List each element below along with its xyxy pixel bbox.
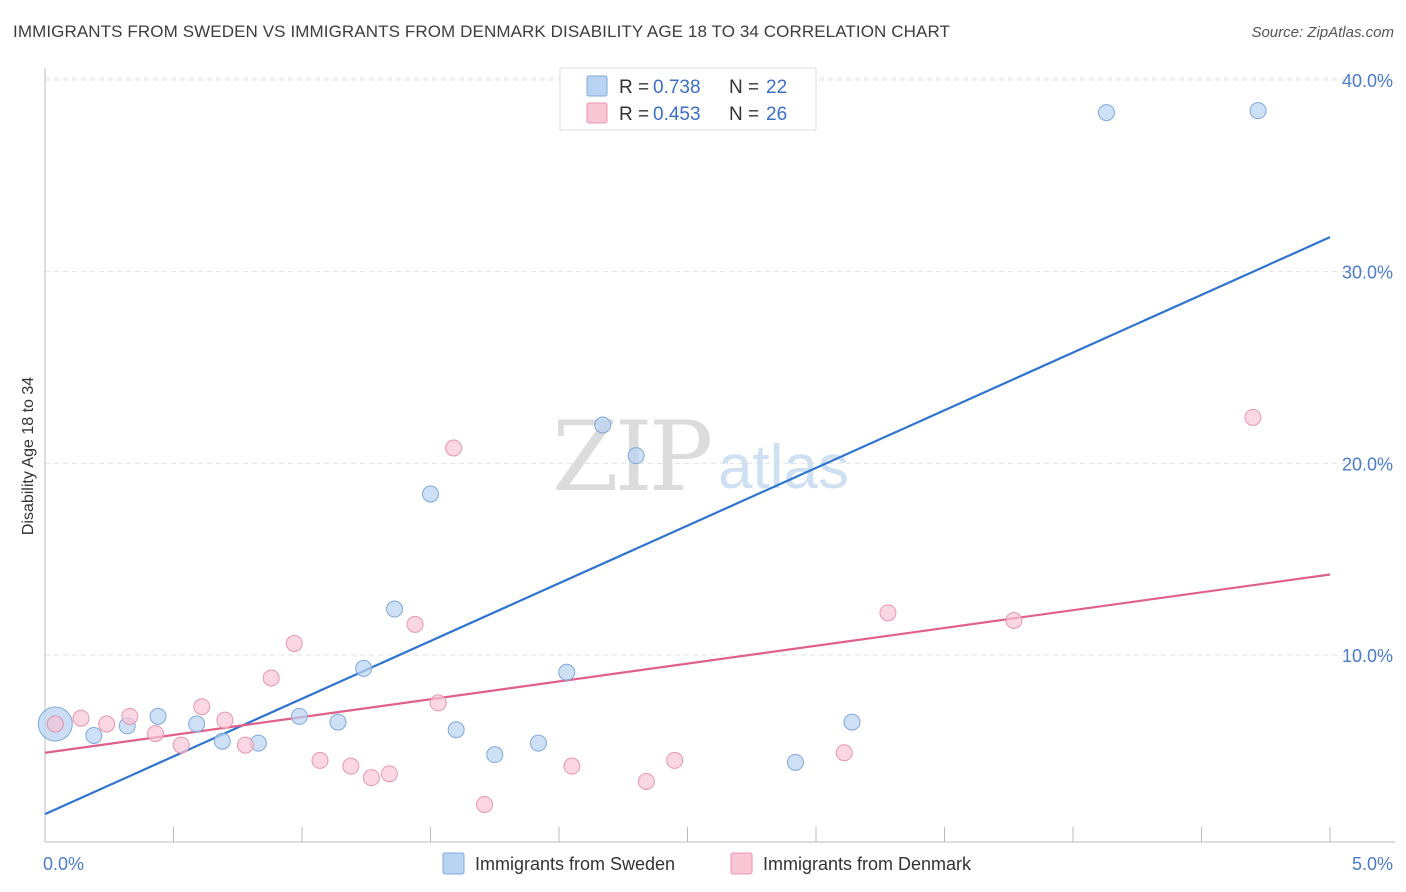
point-sweden-15: [558, 663, 576, 681]
point-denmark-19: [563, 757, 581, 775]
legend-denmark-n-label: N =: [729, 104, 759, 125]
bottom-legend-label-denmark: Immigrants from Denmark: [763, 854, 972, 874]
y-axis-label: Disability Age 18 to 34: [20, 377, 37, 535]
point-sweden-12: [447, 721, 465, 739]
correlation-legend: R = 0.738 N = 22 R = 0.453 N = 26: [559, 67, 817, 131]
y-tick-label-2: 30.0%: [1342, 263, 1393, 283]
point-denmark-25: [1244, 408, 1262, 426]
point-denmark-23: [879, 604, 897, 622]
bottom-legend-swatch-sweden: [442, 852, 465, 875]
point-sweden-4: [188, 715, 206, 733]
legend-denmark-r-value: 0.453: [653, 104, 701, 125]
point-denmark-17: [445, 439, 463, 457]
point-denmark-4: [147, 725, 165, 743]
point-sweden-21: [1249, 102, 1267, 120]
point-denmark-24: [1005, 612, 1023, 629]
point-denmark-18: [475, 796, 493, 813]
point-denmark-8: [236, 736, 254, 754]
legend-denmark-n-value: 26: [766, 104, 787, 125]
point-denmark-2: [98, 715, 116, 733]
point-denmark-10: [285, 635, 303, 652]
point-denmark-20: [637, 773, 655, 790]
legend-swatch-denmark: [586, 102, 608, 124]
bottom-legend-swatch-denmark: [730, 852, 753, 875]
y-tick-label-3: 40.0%: [1342, 71, 1393, 91]
x-tick-label-1: 5.0%: [1352, 854, 1393, 874]
point-denmark-12: [342, 757, 360, 775]
point-sweden-20: [1097, 104, 1115, 122]
point-denmark-9: [262, 669, 280, 687]
point-sweden-18: [786, 753, 804, 771]
series-legend: Immigrants from Sweden Immigrants from D…: [442, 852, 972, 875]
point-sweden-7: [290, 707, 308, 725]
point-sweden-11: [422, 485, 439, 503]
watermark-atlas: atlas: [718, 433, 849, 502]
point-sweden-17: [627, 447, 645, 465]
source-label: Source: ZipAtlas.com: [1251, 24, 1394, 41]
point-sweden-14: [529, 734, 547, 752]
legend-swatch-sweden: [586, 75, 608, 97]
point-sweden-9: [355, 659, 373, 677]
point-denmark-15: [406, 615, 424, 633]
trend-lines: [44, 236, 1331, 816]
point-sweden-8: [329, 713, 347, 731]
point-sweden-5: [213, 732, 231, 750]
watermark: ZIP atlas: [552, 401, 849, 513]
legend-denmark-r-label: R =: [619, 104, 649, 125]
x-tick-labels: 0.0% 5.0%: [43, 854, 1393, 874]
point-denmark-11: [311, 751, 329, 769]
point-denmark-14: [380, 765, 398, 783]
point-denmark-3: [121, 707, 139, 725]
point-denmark-7: [216, 711, 234, 729]
point-denmark-0: [46, 715, 64, 733]
point-sweden-19: [843, 713, 861, 731]
point-denmark-16: [429, 694, 447, 712]
point-denmark-13: [362, 769, 380, 787]
x-tick-label-0: 0.0%: [43, 854, 84, 874]
point-sweden-3: [149, 707, 167, 725]
data-points: [37, 102, 1267, 813]
point-sweden-1: [85, 727, 103, 744]
point-denmark-1: [72, 709, 90, 727]
point-denmark-22: [835, 744, 853, 762]
point-denmark-21: [666, 751, 684, 769]
chart-title: IMMIGRANTS FROM SWEDEN VS IMMIGRANTS FRO…: [13, 22, 950, 41]
point-denmark-5: [172, 736, 190, 754]
point-sweden-13: [486, 746, 504, 764]
y-tick-label-1: 20.0%: [1342, 454, 1393, 474]
y-tick-label-0: 10.0%: [1342, 646, 1393, 666]
y-tick-labels: 10.0% 20.0% 30.0% 40.0%: [1342, 71, 1393, 666]
legend-sweden-n-label: N =: [729, 77, 759, 98]
legend-sweden-r-value: 0.738: [653, 77, 701, 98]
legend-sweden-r-label: R =: [619, 77, 649, 98]
legend-sweden-n-value: 22: [766, 77, 787, 98]
bottom-legend-label-sweden: Immigrants from Sweden: [475, 854, 675, 874]
point-sweden-16: [594, 416, 612, 434]
grid-lines: [45, 77, 1395, 656]
trend-line-denmark: [44, 573, 1331, 754]
point-denmark-6: [193, 698, 211, 716]
point-sweden-10: [386, 600, 404, 618]
trend-line-sweden: [44, 236, 1331, 816]
